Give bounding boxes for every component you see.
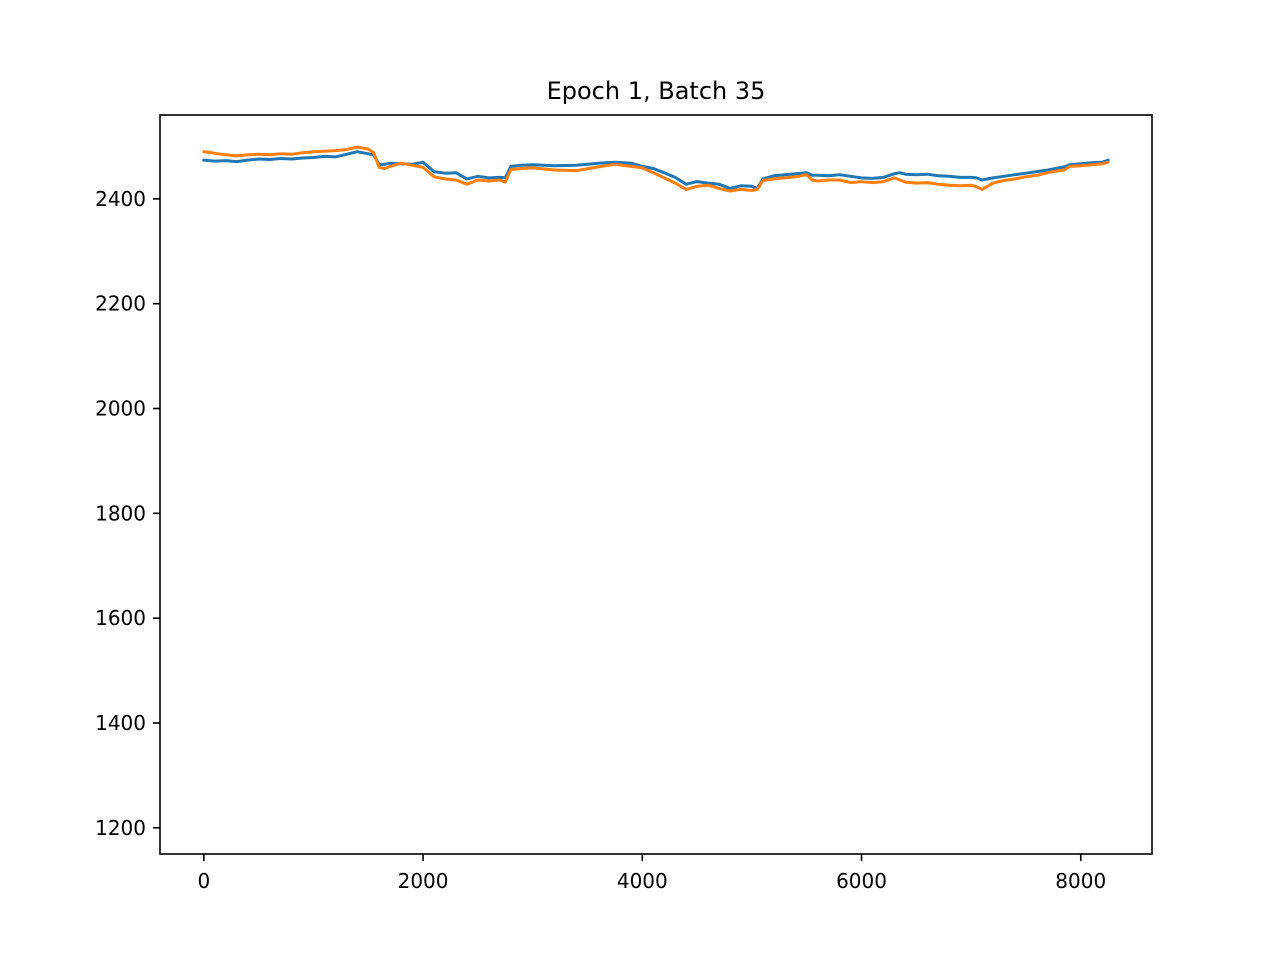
x-tick-label: 2000 xyxy=(398,869,449,893)
y-tick-label: 1800 xyxy=(95,501,146,525)
x-tick-label: 8000 xyxy=(1055,869,1106,893)
y-tick-label: 2400 xyxy=(95,187,146,211)
x-tick-label: 4000 xyxy=(617,869,668,893)
x-tick-label: 6000 xyxy=(836,869,887,893)
plot-frame xyxy=(159,114,1153,855)
y-tick-label: 1400 xyxy=(95,711,146,735)
series-layer xyxy=(202,145,1110,193)
y-tick-label: 2000 xyxy=(95,397,146,421)
y-tick-label: 1600 xyxy=(95,606,146,630)
x-axis: 0 2000 4000 6000 8000 xyxy=(197,854,1106,893)
chart-title: Epoch 1, Batch 35 xyxy=(547,77,766,105)
y-axis: 1200 1400 1600 1800 2000 2200 2400 xyxy=(95,187,160,840)
x-tick-label: 0 xyxy=(197,869,210,893)
series-line-2 xyxy=(202,145,1110,193)
series-line-1 xyxy=(202,150,1110,190)
y-tick-label: 2200 xyxy=(95,292,146,316)
y-tick-label: 1200 xyxy=(95,816,146,840)
